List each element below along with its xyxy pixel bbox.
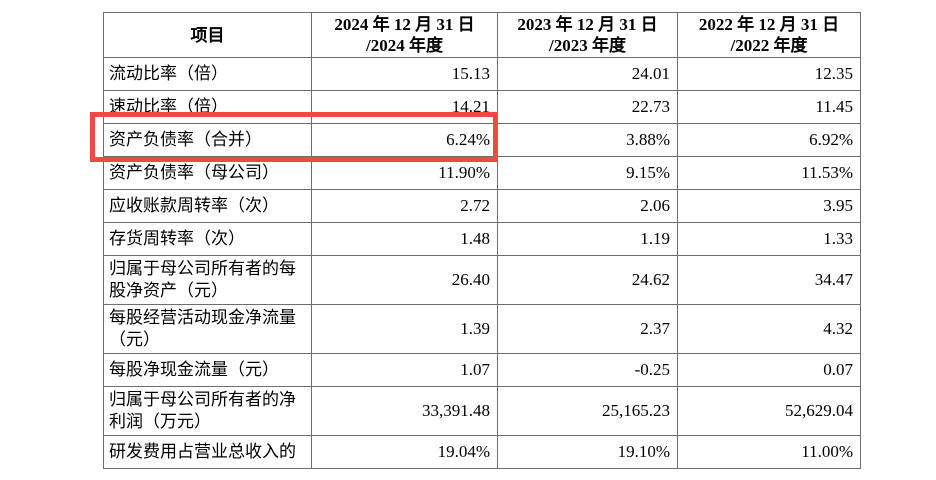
value-cell: 19.10%	[497, 435, 678, 469]
table-row: 每股净现金流量（元） 1.07 -0.25 0.07	[103, 353, 861, 387]
value-cell: 0.07	[677, 353, 861, 387]
table-row: 归属于母公司所有者的净利润（万元） 33,391.48 25,165.23 52,62…	[103, 386, 861, 436]
header-cell-period-2024: 2024 年 12 月 31 日 /2024 年度	[311, 12, 498, 58]
value-cell: 6.24%	[311, 123, 498, 157]
header-cell-period-2023: 2023 年 12 月 31 日 /2023 年度	[497, 12, 678, 58]
row-label-cell: 每股经营活动现金净流量（元）	[103, 304, 312, 354]
financial-ratios-table: 项目 2024 年 12 月 31 日 /2024 年度 2023 年 12 月…	[103, 12, 861, 469]
header-period-2022-line2: /2022 年度	[730, 36, 808, 55]
value-cell: 2.06	[497, 189, 678, 223]
value-cell: 26.40	[311, 255, 498, 305]
table-row: 研发费用占营业总收入的 19.04% 19.10% 11.00%	[103, 435, 861, 469]
value-cell: 1.48	[311, 222, 498, 256]
value-cell: 33,391.48	[311, 386, 498, 436]
value-cell: 2.72	[311, 189, 498, 223]
value-cell: 34.47	[677, 255, 861, 305]
value-cell: 1.19	[497, 222, 678, 256]
row-label-cell: 研发费用占营业总收入的	[103, 435, 312, 469]
header-period-2024-line2: /2024 年度	[366, 36, 443, 55]
value-cell: 22.73	[497, 90, 678, 124]
row-label-cell: 应收账款周转率（次）	[103, 189, 312, 223]
value-cell: 3.95	[677, 189, 861, 223]
header-cell-period-2022: 2022 年 12 月 31 日 /2022 年度	[677, 12, 861, 58]
value-cell: 24.01	[497, 57, 678, 91]
header-period-2024-line1: 2024 年 12 月 31 日	[334, 15, 475, 34]
value-cell: 11.00%	[677, 435, 861, 469]
value-cell: 19.04%	[311, 435, 498, 469]
value-cell: 52,629.04	[677, 386, 861, 436]
row-label-cell: 速动比率（倍）	[103, 90, 312, 124]
value-cell: 15.13	[311, 57, 498, 91]
row-label-cell: 归属于母公司所有者的净利润（万元）	[103, 386, 312, 436]
table-row: 每股经营活动现金净流量（元） 1.39 2.37 4.32	[103, 304, 861, 354]
value-cell: 1.39	[311, 304, 498, 354]
financial-ratios-table-grid: 项目 2024 年 12 月 31 日 /2024 年度 2023 年 12 月…	[103, 12, 861, 469]
table-body: 流动比率（倍） 15.13 24.01 12.35 速动比率（倍） 14.21 22.73 1…	[103, 57, 861, 469]
header-period-2022-line1: 2022 年 12 月 31 日	[698, 15, 840, 34]
value-cell: 9.15%	[497, 156, 678, 190]
table-row: 资产负债率（合并） 6.24% 3.88% 6.92%	[103, 123, 861, 157]
value-cell: 25,165.23	[497, 386, 678, 436]
value-cell: 4.32	[677, 304, 861, 354]
value-cell: 12.35	[677, 57, 861, 91]
table-row: 资产负债率（母公司） 11.90% 9.15% 11.53%	[103, 156, 861, 190]
row-label-cell: 资产负债率（母公司）	[103, 156, 312, 190]
value-cell: 2.37	[497, 304, 678, 354]
value-cell: 14.21	[311, 90, 498, 124]
value-cell: 1.33	[677, 222, 861, 256]
table-row: 存货周转率（次） 1.48 1.19 1.33	[103, 222, 861, 256]
value-cell: 11.90%	[311, 156, 498, 190]
row-label-cell: 归属于母公司所有者的每股净资产（元）	[103, 255, 312, 305]
value-cell: -0.25	[497, 353, 678, 387]
value-cell: 1.07	[311, 353, 498, 387]
header-cell-item: 项目	[103, 12, 312, 58]
value-cell: 24.62	[497, 255, 678, 305]
table-row: 应收账款周转率（次） 2.72 2.06 3.95	[103, 189, 861, 223]
header-row: 项目 2024 年 12 月 31 日 /2024 年度 2023 年 12 月…	[103, 12, 861, 58]
table-row: 流动比率（倍） 15.13 24.01 12.35	[103, 57, 861, 91]
header-period-2023-line1: 2023 年 12 月 31 日	[517, 15, 658, 34]
row-label-cell: 资产负债率（合并）	[103, 123, 312, 157]
value-cell: 11.45	[677, 90, 861, 124]
value-cell: 3.88%	[497, 123, 678, 157]
value-cell: 6.92%	[677, 123, 861, 157]
header-period-2023-line2: /2023 年度	[549, 36, 626, 55]
value-cell: 11.53%	[677, 156, 861, 190]
row-label-cell: 流动比率（倍）	[103, 57, 312, 91]
table-row: 速动比率（倍） 14.21 22.73 11.45	[103, 90, 861, 124]
table-row: 归属于母公司所有者的每股净资产（元） 26.40 24.62 34.47	[103, 255, 861, 305]
row-label-cell: 每股净现金流量（元）	[103, 353, 312, 387]
row-label-cell: 存货周转率（次）	[103, 222, 312, 256]
